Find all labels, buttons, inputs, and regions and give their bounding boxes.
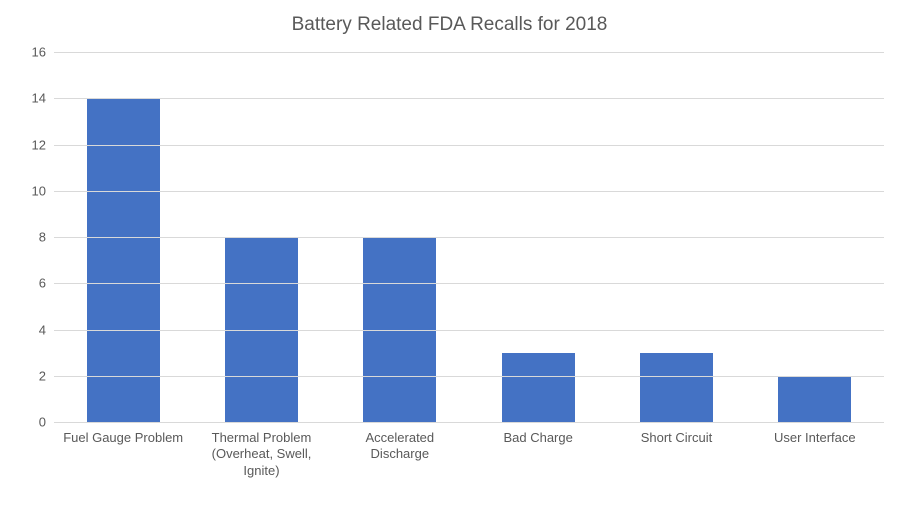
y-tick-label: 8 [10, 230, 46, 245]
gridline [54, 422, 884, 423]
gridline [54, 191, 884, 192]
plot-area: 0246810121416 [54, 52, 884, 422]
x-tick-label: Bad Charge [469, 430, 607, 446]
gridline [54, 145, 884, 146]
x-tick-label: Short Circuit [607, 430, 745, 446]
x-tick-label: Fuel Gauge Problem [54, 430, 192, 446]
y-tick-label: 12 [10, 137, 46, 152]
gridline [54, 52, 884, 53]
bar [640, 353, 713, 422]
y-tick-label: 0 [10, 415, 46, 430]
y-tick-label: 14 [10, 91, 46, 106]
bar [778, 376, 851, 422]
y-tick-label: 6 [10, 276, 46, 291]
y-tick-label: 2 [10, 368, 46, 383]
x-tick-label: Thermal Problem (Overheat, Swell, Ignite… [192, 430, 330, 479]
bar-chart: Battery Related FDA Recalls for 2018 024… [0, 0, 899, 525]
bar [502, 353, 575, 422]
gridline [54, 376, 884, 377]
x-tick-label: User Interface [746, 430, 884, 446]
bar [87, 98, 160, 422]
y-tick-label: 10 [10, 183, 46, 198]
y-tick-label: 4 [10, 322, 46, 337]
gridline [54, 98, 884, 99]
gridline [54, 283, 884, 284]
x-axis-labels: Fuel Gauge ProblemThermal Problem (Overh… [54, 430, 884, 520]
x-tick-label: Accelerated Discharge [331, 430, 469, 463]
chart-title: Battery Related FDA Recalls for 2018 [0, 14, 899, 36]
y-tick-label: 16 [10, 45, 46, 60]
gridline [54, 237, 884, 238]
gridline [54, 330, 884, 331]
